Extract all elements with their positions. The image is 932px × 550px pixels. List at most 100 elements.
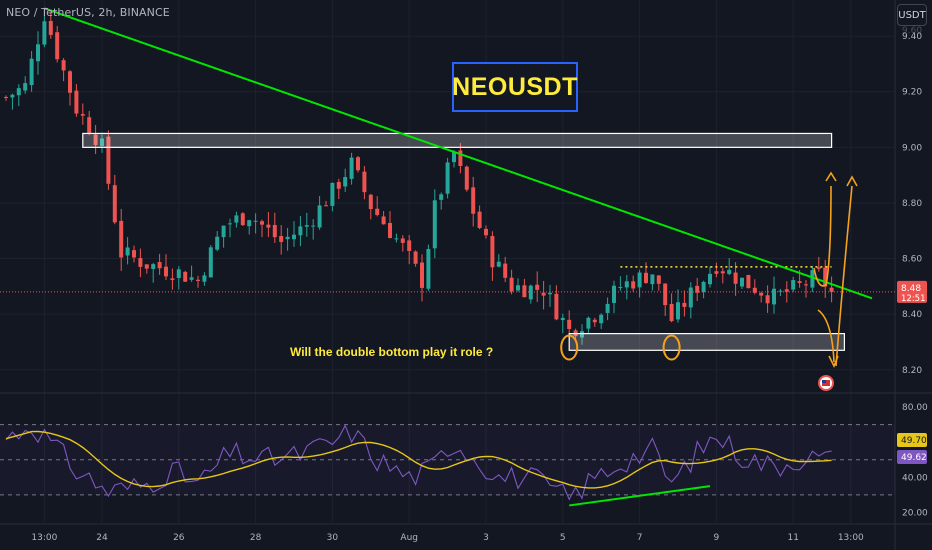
candle-body (394, 238, 399, 240)
candle-body (522, 285, 527, 298)
projection-arrow-drop (817, 309, 835, 363)
time-axis-tick: 9 (714, 533, 720, 543)
candle-body (368, 194, 373, 210)
candle-body (740, 277, 744, 287)
support-zone (568, 333, 846, 351)
candle-body (240, 213, 245, 226)
candle-body (87, 117, 92, 135)
candle-body (765, 295, 770, 304)
candle-body (228, 223, 232, 225)
candle-body (791, 280, 796, 290)
candle-body (100, 138, 104, 147)
candle-body (733, 272, 738, 284)
currency-button[interactable]: USDT (897, 4, 927, 26)
candle-body (727, 269, 732, 274)
candle-body (125, 247, 130, 256)
candle-body (144, 264, 149, 269)
candle-body (266, 224, 271, 228)
price-axis-tick: 8.40 (902, 310, 922, 320)
candle-body (381, 216, 386, 225)
candle-body (650, 274, 655, 285)
candle-body (388, 222, 392, 239)
candle-body (10, 94, 15, 98)
candle-body (656, 275, 661, 284)
candle-body (592, 319, 597, 323)
candle-body (804, 284, 808, 286)
time-axis-tick: Aug (400, 533, 418, 543)
candle-body (42, 21, 47, 45)
candle-body (247, 220, 252, 227)
candle-body (714, 271, 719, 274)
candle-body (183, 271, 188, 282)
candle-body (599, 314, 604, 324)
candle-body (464, 166, 469, 190)
candle-body (631, 281, 636, 289)
candle-body (298, 226, 303, 236)
candle-body (426, 249, 431, 289)
candle-body (132, 250, 136, 258)
rsi-axis-tick: 40.00 (902, 473, 928, 483)
time-axis-tick: 26 (173, 533, 185, 543)
price-axis-tick: 9.00 (902, 143, 922, 153)
candle-body (272, 225, 277, 238)
candle-body (644, 272, 648, 283)
price-axis-tick: 8.60 (902, 255, 922, 265)
candle-body (336, 182, 341, 189)
candle-body (48, 21, 53, 35)
rsi-axis-tick: 20.00 (902, 508, 928, 518)
time-axis-tick: 5 (560, 533, 566, 543)
candle-body (356, 157, 360, 171)
candle-body (708, 273, 712, 285)
candle-body (772, 288, 776, 305)
rsi-axis-tick: 80.00 (902, 403, 928, 413)
candle-body (349, 157, 354, 179)
rsi-ma-value: 49.70 (901, 436, 927, 446)
candle-body (311, 225, 316, 227)
candle-body (196, 279, 200, 281)
candle-body (759, 292, 764, 296)
last-price-badge (897, 280, 927, 303)
candle-body (477, 211, 482, 229)
arrow-head-up-2 (846, 175, 858, 187)
price-axis-tick: 8.20 (902, 366, 922, 376)
projection-arrow-breakout (813, 185, 832, 287)
candle-body (29, 58, 34, 86)
candle-body (375, 208, 380, 215)
candle-body (720, 271, 725, 274)
candle-body (74, 90, 79, 114)
candle-body (61, 60, 66, 71)
candle-body (362, 171, 367, 193)
time-axis-tick: 3 (483, 533, 489, 543)
candle-body (80, 114, 85, 116)
candle-body (330, 182, 335, 206)
candle-body (55, 32, 60, 60)
candle-body (400, 238, 405, 243)
countdown-value: 12:51 (901, 294, 926, 304)
candle-body (292, 234, 296, 240)
candle-body (279, 235, 284, 242)
candle-body (260, 221, 264, 225)
candle-body (23, 83, 28, 91)
candle-body (304, 225, 309, 227)
rsi-ma-line (5, 430, 832, 489)
double-bottom-circle (560, 334, 579, 361)
rsi-value-badge (897, 450, 927, 464)
candle-body (208, 247, 213, 278)
candle-body (16, 88, 21, 96)
candle-body (605, 303, 610, 313)
candle-body (663, 283, 668, 306)
double-bottom-circle (662, 334, 681, 361)
candle-body (445, 162, 450, 194)
candle-body (784, 289, 789, 292)
time-axis-tick: 24 (96, 533, 108, 543)
time-axis-tick: 28 (250, 533, 262, 543)
candle-body (170, 278, 175, 281)
candle-body (253, 220, 258, 222)
price-axis-tick: 9.20 (902, 88, 922, 98)
symbol-title[interactable]: NEO / TetherUS, 2h, BINANCE (6, 6, 170, 19)
candle-body (413, 251, 418, 264)
us-flag-event-icon (818, 375, 834, 391)
candle-body (695, 285, 700, 293)
candle-body (682, 302, 687, 307)
